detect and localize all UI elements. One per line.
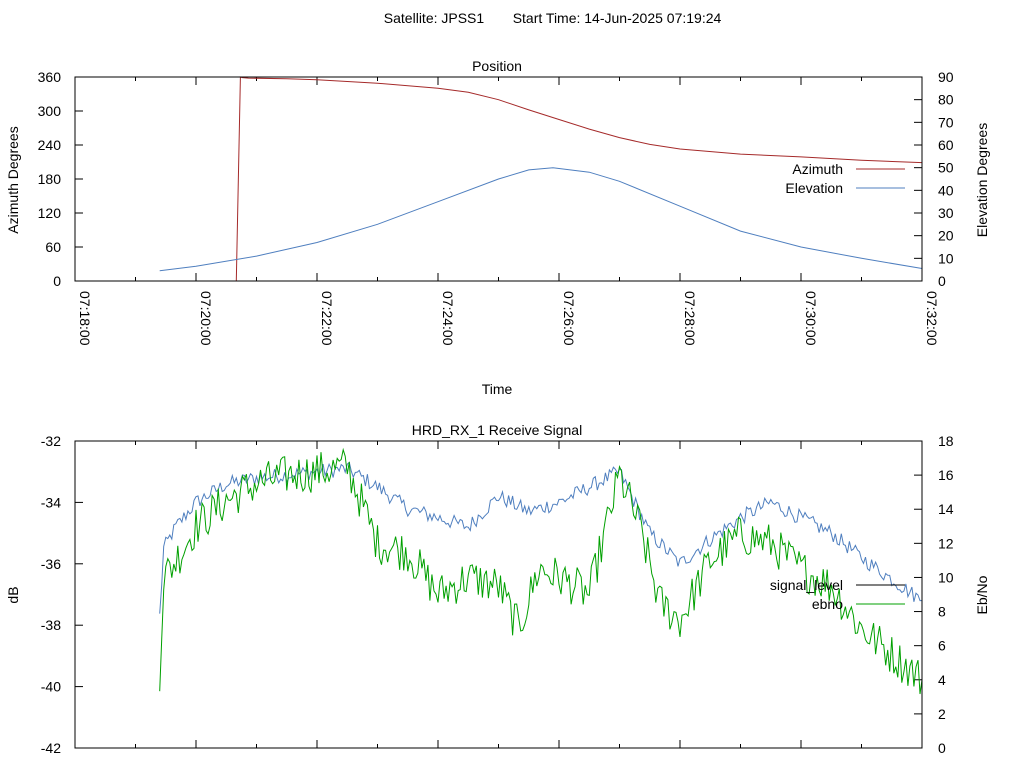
x-tick-label: 07:22:00 [319, 291, 335, 346]
y2-tick-label: 70 [938, 114, 954, 130]
series-line-Elevation [159, 167, 923, 272]
position-chart-xlabel: Time [482, 381, 513, 397]
x-tick-label: 07:24:00 [440, 291, 456, 346]
y2-tick-label: 8 [938, 604, 946, 620]
y2-tick-label: 60 [938, 137, 954, 153]
legend-label: Azimuth [792, 161, 843, 177]
y2-tick-label: 80 [938, 92, 954, 108]
y2-tick-label: 10 [938, 569, 954, 585]
y-tick-label: 0 [53, 273, 61, 289]
series-line-Azimuth [159, 76, 923, 282]
y2-tick-label: 10 [938, 250, 954, 266]
y-tick-label: 360 [38, 69, 62, 85]
y2-tick-label: 0 [938, 740, 946, 756]
y-tick-label: 180 [38, 171, 62, 187]
receive-signal-chart-frame [74, 440, 923, 749]
position-chart: Position Azimuth Degrees Elevation Degre… [5, 58, 990, 397]
receive-signal-chart-title: HRD_RX_1 Receive Signal [412, 422, 582, 438]
y-tick-label: 60 [45, 239, 61, 255]
y2-tick-label: 2 [938, 706, 946, 722]
legend-label: ebno [812, 596, 843, 612]
receive-signal-chart: HRD_RX_1 Receive Signal dB Eb/No -42 -40 -… [5, 422, 990, 756]
page-title-start-time: Start Time: 14-Jun-2025 07:19:24 [513, 10, 722, 26]
y2-tick-label: 30 [938, 205, 954, 221]
y2-tick-label: 90 [938, 69, 954, 85]
y-tick-label: -32 [41, 433, 61, 449]
y2-tick-label: 50 [938, 160, 954, 176]
y2-tick-label: 12 [938, 535, 954, 551]
y2-tick-label: 20 [938, 228, 954, 244]
x-tick-label: 07:26:00 [561, 291, 577, 346]
position-chart-y2label: Elevation Degrees [974, 123, 990, 237]
x-tick-label: 07:30:00 [803, 291, 819, 346]
y-tick-label: -36 [41, 556, 61, 572]
series-line-signal_level [159, 461, 922, 614]
x-tick-label: 07:20:00 [198, 291, 214, 346]
y-tick-label: 240 [38, 137, 62, 153]
y-tick-label: -40 [41, 679, 61, 695]
position-chart-title: Position [472, 58, 522, 74]
y2-tick-label: 40 [938, 182, 954, 198]
position-chart-frame [74, 76, 923, 282]
receive-signal-chart-ylabel: dB [5, 586, 21, 603]
y2-tick-label: 18 [938, 433, 954, 449]
y-tick-label: -38 [41, 617, 61, 633]
y-tick-label: 300 [38, 103, 62, 119]
x-tick-label: 07:32:00 [924, 291, 940, 346]
y2-tick-label: 4 [938, 672, 946, 688]
y2-tick-label: 6 [938, 638, 946, 654]
y2-tick-label: 0 [938, 273, 946, 289]
y-tick-label: -34 [41, 494, 61, 510]
y-tick-label: 120 [38, 205, 62, 221]
position-chart-ylabel: Azimuth Degrees [5, 126, 21, 233]
x-tick-label: 07:18:00 [77, 291, 93, 346]
y-tick-label: -42 [41, 740, 61, 756]
receive-signal-chart-y2label: Eb/No [974, 575, 990, 614]
series-line-ebno [159, 447, 923, 695]
legend-label: Elevation [785, 180, 843, 196]
x-tick-label: 07:28:00 [682, 291, 698, 346]
y2-tick-label: 14 [938, 501, 954, 517]
y2-tick-label: 16 [938, 467, 954, 483]
legend-label: signal_level [770, 577, 843, 593]
page-title-satellite: Satellite: JPSS1 [384, 10, 485, 26]
